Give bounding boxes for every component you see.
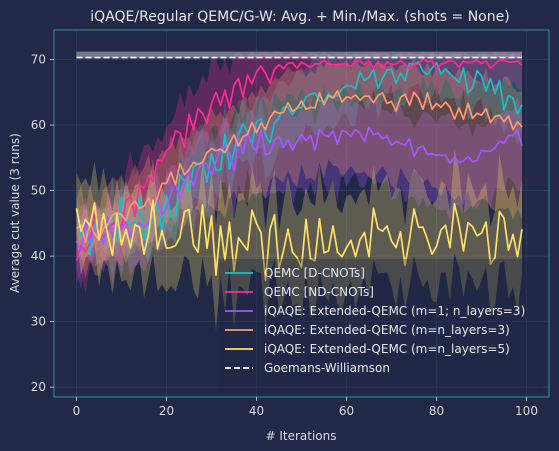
x-tick-label: 100 [515,404,538,418]
x-axis-label: # Iterations [265,429,336,443]
y-axis-label: Average cut value (3 runs) [8,133,22,293]
x-tick-label: 80 [429,404,444,418]
iqaqe-extended-qemc-m-n-layers-3-line [76,90,523,244]
y-tick-label: 50 [31,184,46,198]
y-tick-label: 30 [31,315,46,329]
axis-ticks: 0 20 40 60 80 100 20 30 40 50 60 70 [31,52,538,418]
x-tick-label: 40 [249,404,264,418]
x-tick-label: 0 [73,404,81,418]
grid [54,30,549,397]
legend-label-qemc-nd-cnots: QEMC [ND-CNOTs] [264,285,374,299]
x-tick-label: 20 [159,404,174,418]
legend-label-iqaqe-extended-qemc-m-n-layers-5: iQAQE: Extended-QEMC (m=n_layers=5) [264,342,510,356]
iqaqe-extended-qemc-m-n-layers-5-line [75,199,523,282]
legend: QEMC [D-CNOTs] QEMC [ND-CNOTs] iQAQE: Exte… [219,259,543,393]
y-tick-label: 20 [31,380,46,394]
legend-label-qemc-d-cnots: QEMC [D-CNOTs] [264,266,365,280]
x-tick-label: 60 [339,404,354,418]
legend-box [219,259,543,393]
qemc-nd-cnots-band [76,51,522,294]
legend-label-iqaqe-extended-qemc-m-n-layers-3: iQAQE: Extended-QEMC (m=n_layers=3) [264,323,510,337]
y-tick-label: 60 [31,118,46,132]
iqaqe-extended-qemc-m-n-layers-3-band [76,56,522,280]
y-tick-label: 40 [31,249,46,263]
series-lines [75,56,523,282]
y-tick-label: 70 [31,52,46,66]
legend-label-iqaqe-extended-qemc-m-1-n-layers-3: iQAQE: Extended-QEMC (m=1; n_layers=3) [264,304,525,318]
goemans-williamson-band [76,51,522,59]
legend-label-goemans-williamson: Goemans-Williamson [264,361,390,375]
qemc-d-cnots-band [76,53,522,266]
chart-title: iQAQE/Regular QEMC/G-W: Avg. + Min./Max.… [90,9,509,25]
iqaqe-extended-qemc-m-n-layers-5-band [76,149,522,331]
plot-frame [53,29,550,398]
qemc-nd-cnots-line [75,57,523,261]
